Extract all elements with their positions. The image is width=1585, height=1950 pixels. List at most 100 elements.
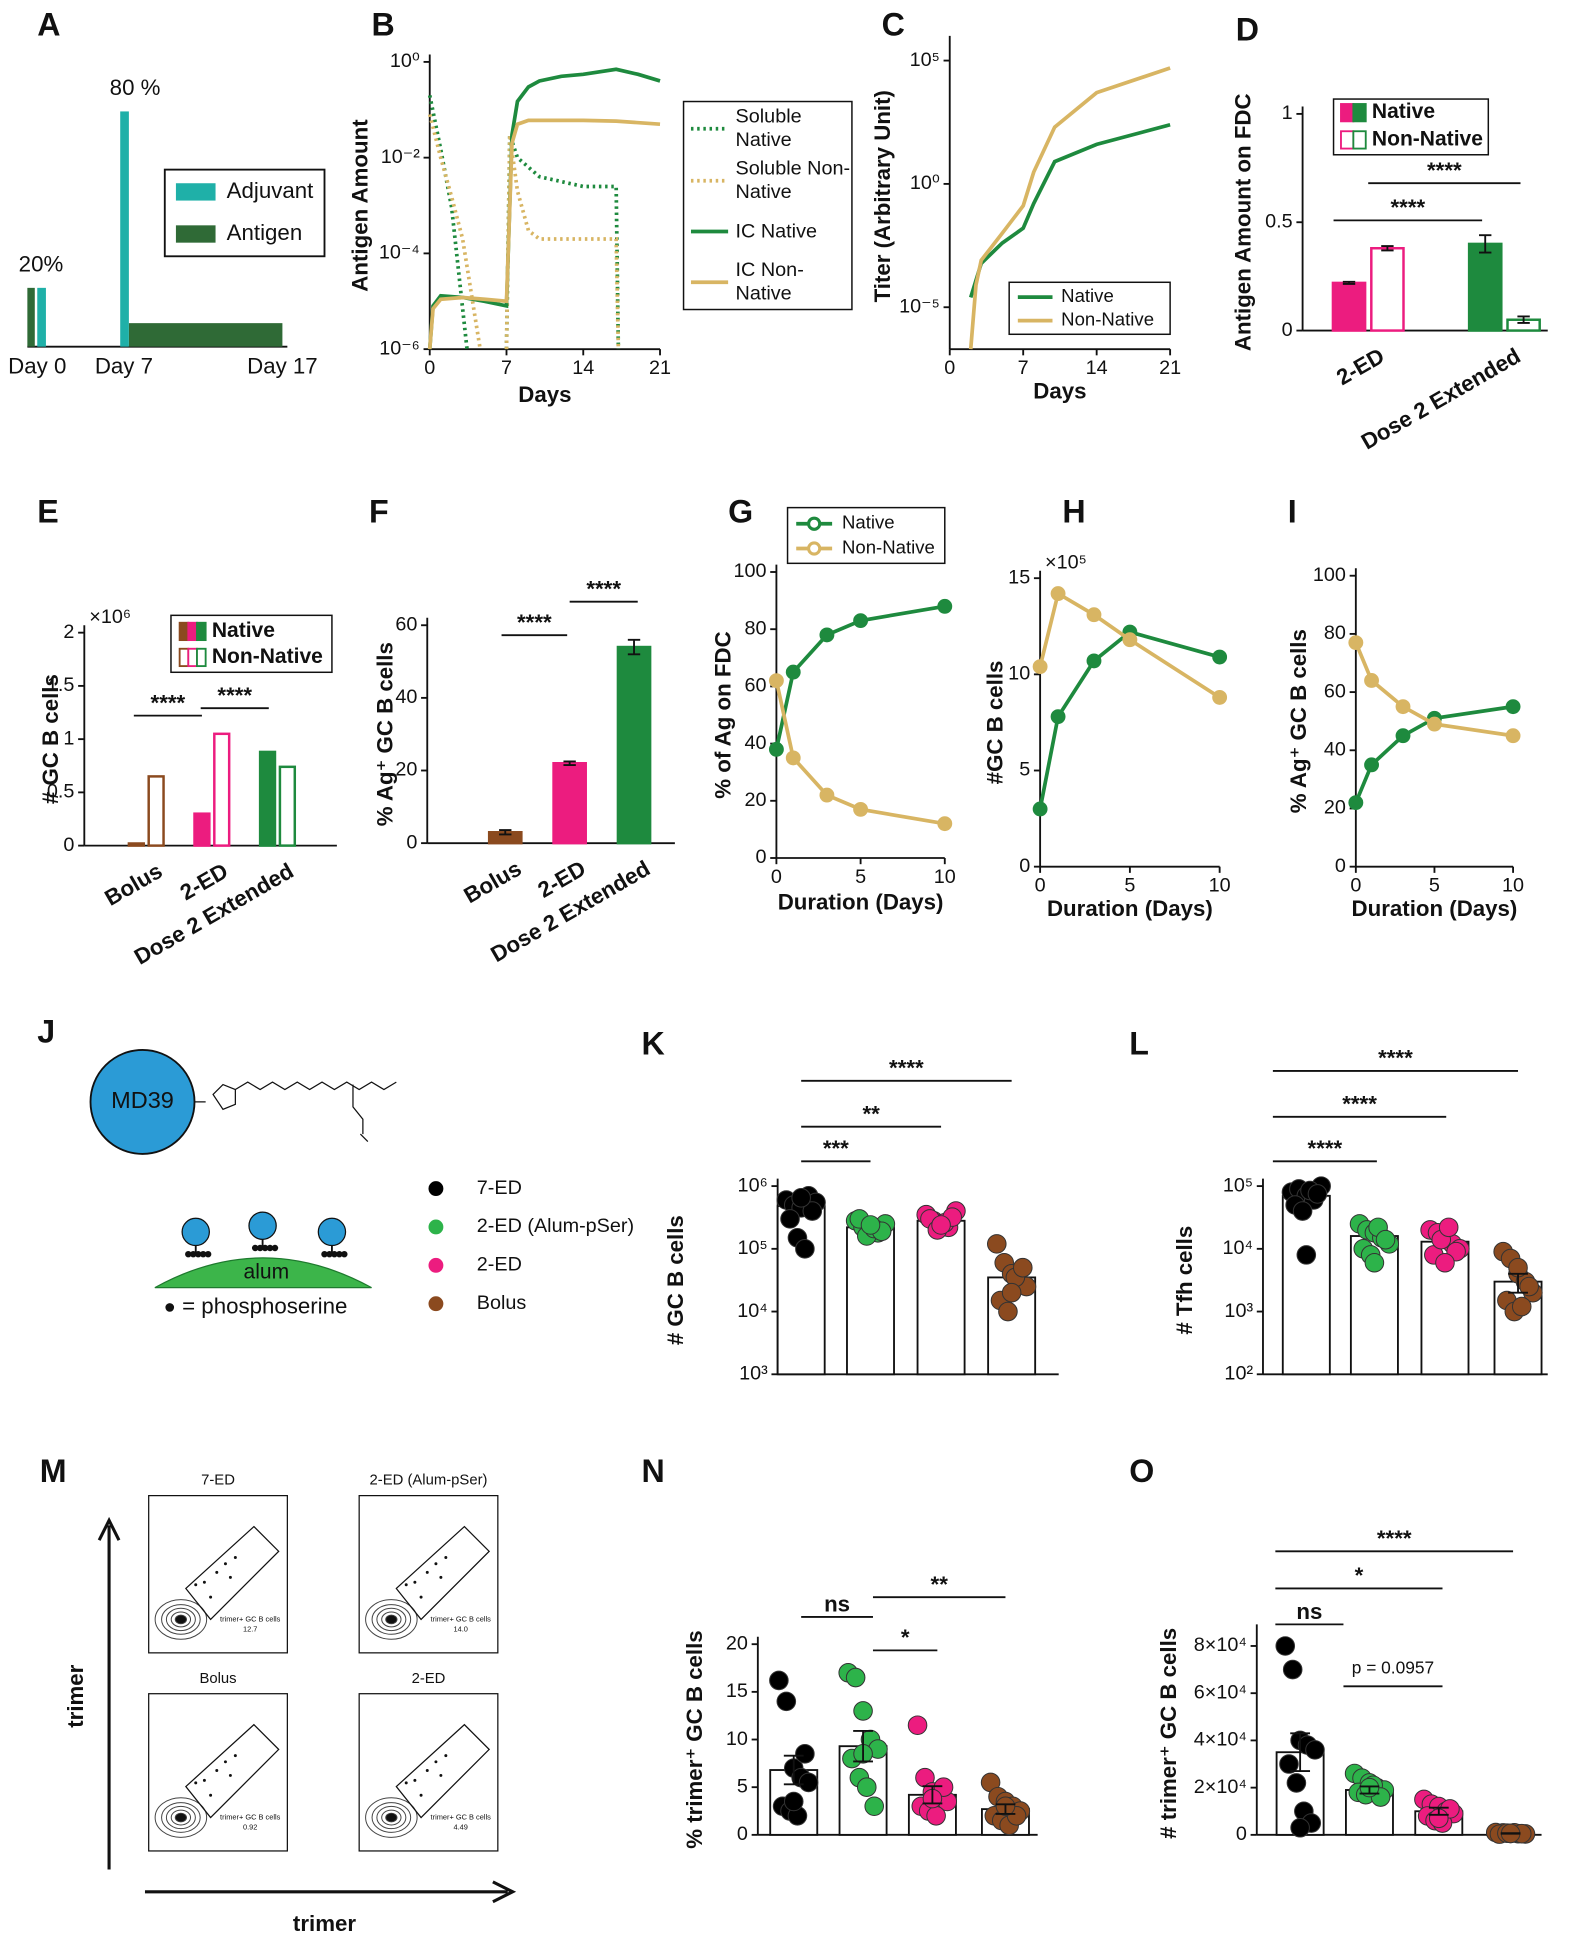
bar — [1467, 242, 1503, 332]
phosphoserine — [190, 1250, 197, 1258]
legend-label: Non-Native — [1061, 309, 1154, 330]
series-line — [427, 94, 621, 350]
significance-label: **** — [1427, 158, 1462, 183]
y-tick-label: 2×10⁴ — [1194, 1776, 1247, 1798]
point — [1050, 586, 1066, 602]
gate-value: 0.92 — [243, 1822, 257, 1831]
contour — [161, 1604, 201, 1635]
y-tick-label: 100 — [1313, 564, 1346, 586]
error-bar — [1517, 315, 1530, 324]
error-bar — [783, 1754, 804, 1786]
legend-swatch — [1352, 130, 1367, 150]
point — [987, 1234, 1007, 1254]
legend-box — [682, 100, 853, 311]
significance-label: **** — [1308, 1136, 1343, 1161]
legend-label: Adjuvant — [227, 178, 314, 203]
point — [1305, 1740, 1325, 1760]
adjuvant-bar — [120, 111, 129, 347]
x-tick-label: 0 — [1035, 875, 1046, 897]
event — [233, 1556, 237, 1560]
point — [769, 1670, 789, 1691]
phosphoserine — [331, 1250, 338, 1258]
event — [223, 1760, 227, 1764]
bar — [127, 842, 145, 847]
point — [1348, 795, 1364, 811]
y-tick-label: 60 — [744, 675, 766, 697]
event — [194, 1781, 198, 1785]
bar — [1331, 281, 1367, 332]
point — [1364, 757, 1379, 773]
point — [1307, 1184, 1328, 1204]
y-tick-label: 10⁰ — [390, 50, 420, 72]
point — [998, 1301, 1018, 1322]
significance-label: ns — [1296, 1599, 1322, 1624]
panel-letter: N — [641, 1453, 664, 1489]
contour — [371, 1802, 412, 1833]
y-tick-label: 10⁶ — [738, 1174, 768, 1196]
x-tick-label: Bolus — [100, 858, 166, 911]
plot-box — [358, 1693, 499, 1852]
panel-letter: K — [641, 1026, 664, 1062]
event — [404, 1781, 408, 1785]
point — [791, 1188, 811, 1208]
y-axis-label: # GC B cells — [38, 674, 63, 804]
panel-letter: J — [37, 1013, 55, 1049]
significance-label: **** — [1342, 1092, 1377, 1117]
point — [1279, 1754, 1299, 1774]
bar — [616, 645, 652, 845]
x-tick-label: 7 — [1018, 357, 1029, 379]
error-bar — [1508, 1272, 1528, 1294]
point — [853, 801, 869, 817]
plot-title: 2-ED — [412, 1671, 446, 1687]
contour — [365, 1797, 418, 1838]
point — [768, 673, 784, 689]
phosphoserine — [194, 1250, 202, 1258]
y-tick-label: 10⁵ — [1223, 1174, 1253, 1196]
legend-swatch — [1340, 130, 1355, 150]
event — [425, 1570, 429, 1574]
y-tick-label: 80 — [1324, 622, 1346, 644]
gate-label: trimer+ GC B cells — [220, 1614, 281, 1623]
legend-swatch — [1352, 103, 1367, 123]
y-tick-label: 0 — [1019, 855, 1030, 877]
point — [1395, 728, 1411, 744]
point — [1395, 699, 1411, 715]
event — [228, 1773, 232, 1777]
y-axis-label: # Tfh cells — [1172, 1226, 1197, 1335]
error-bar — [1479, 234, 1492, 254]
panel-letter: A — [37, 7, 60, 43]
legend-swatch — [196, 647, 207, 668]
contour — [154, 1797, 208, 1838]
point — [1275, 1636, 1296, 1656]
legend-item: IC Native — [736, 221, 817, 242]
y-tick-label: 20 — [1324, 797, 1346, 819]
point — [795, 1239, 815, 1259]
adjuvant-bar — [37, 287, 46, 347]
legend-label: Native — [212, 619, 275, 642]
point — [1282, 1659, 1303, 1680]
event — [202, 1778, 206, 1782]
y-tick-label: 40 — [1324, 739, 1346, 761]
point — [1286, 1773, 1307, 1793]
significance-label: **** — [151, 690, 186, 715]
y-tick-label: 10⁻⁶ — [379, 337, 420, 359]
point — [798, 1772, 819, 1793]
series-line — [427, 113, 621, 350]
bar — [258, 750, 277, 847]
legend-item: Soluble Native — [736, 106, 802, 151]
y-axis-label: # trimer⁺ GC B cells — [1156, 1628, 1181, 1839]
y-multiplier: ×10⁵ — [1045, 552, 1087, 574]
x-tick-label: 5 — [855, 866, 866, 888]
event — [434, 1760, 438, 1764]
error-bar — [1359, 1785, 1380, 1795]
legend-label: 2-ED — [477, 1254, 522, 1276]
y-tick-label: 10 — [1008, 663, 1030, 685]
error-bar — [1342, 280, 1356, 285]
y-tick-label: 4×10⁴ — [1194, 1729, 1247, 1751]
panel-letter: H — [1062, 493, 1085, 529]
point — [1212, 649, 1228, 665]
x-tick-label: 14 — [572, 357, 594, 379]
phosphoserine — [199, 1250, 207, 1258]
panel-letter: F — [369, 493, 389, 529]
point — [907, 1715, 928, 1736]
